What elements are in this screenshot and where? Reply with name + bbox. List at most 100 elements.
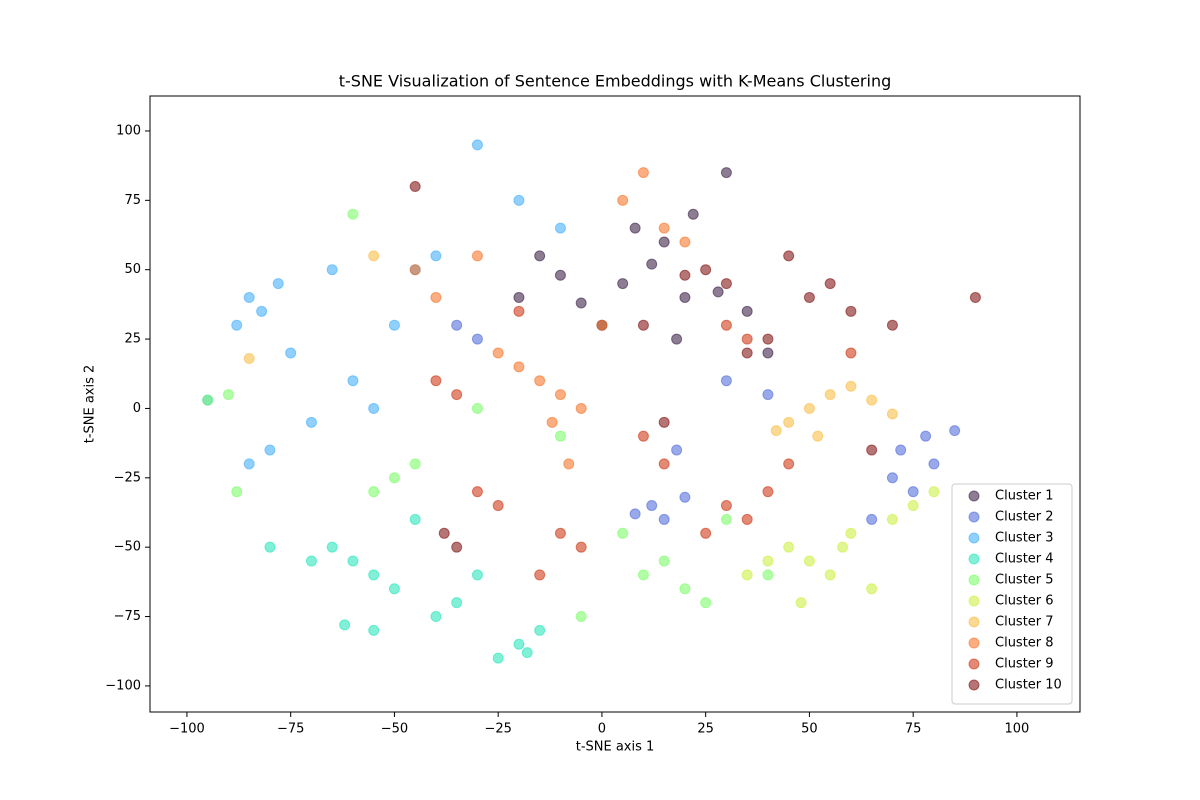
point <box>824 278 836 290</box>
point <box>845 527 857 539</box>
point <box>687 208 699 220</box>
legend-marker <box>968 616 980 628</box>
point <box>513 305 525 317</box>
point <box>741 513 753 525</box>
point <box>783 416 795 428</box>
point <box>679 291 691 303</box>
point <box>741 333 753 345</box>
point <box>637 569 649 581</box>
point <box>646 500 658 512</box>
point <box>866 583 878 595</box>
point <box>554 269 566 281</box>
point <box>658 236 670 248</box>
legend-marker <box>968 658 980 670</box>
point <box>617 194 629 206</box>
point <box>451 597 463 609</box>
point <box>272 278 284 290</box>
point <box>679 491 691 503</box>
point <box>637 319 649 331</box>
point <box>430 611 442 623</box>
point <box>534 250 546 262</box>
point <box>658 416 670 428</box>
point <box>720 375 732 387</box>
point <box>471 402 483 414</box>
point <box>886 319 898 331</box>
point <box>845 380 857 392</box>
point <box>803 555 815 567</box>
point <box>783 541 795 553</box>
point <box>617 527 629 539</box>
point <box>617 278 629 290</box>
legend-marker <box>968 511 980 523</box>
point <box>783 250 795 262</box>
point <box>305 416 317 428</box>
legend: Cluster 1 Cluster 2 Cluster 3 Cluster 4 Clus… <box>951 483 1073 705</box>
point <box>720 167 732 179</box>
point <box>264 444 276 456</box>
legend-label: Cluster 6 <box>995 594 1054 609</box>
x-tick-label: −50 <box>381 722 408 737</box>
point <box>949 425 961 437</box>
x-tick-label: −25 <box>484 722 511 737</box>
point <box>886 408 898 420</box>
point <box>471 333 483 345</box>
point <box>388 319 400 331</box>
point <box>720 513 732 525</box>
point <box>720 278 732 290</box>
x-tick-label: 25 <box>697 722 714 737</box>
point <box>575 297 587 309</box>
point <box>646 258 658 270</box>
point <box>563 458 575 470</box>
legend-marker <box>968 679 980 691</box>
legend-marker <box>968 574 980 586</box>
point <box>451 319 463 331</box>
point <box>554 527 566 539</box>
point <box>243 291 255 303</box>
point <box>285 347 297 359</box>
point <box>471 250 483 262</box>
point <box>928 458 940 470</box>
point <box>305 555 317 567</box>
point <box>920 430 932 442</box>
point <box>671 333 683 345</box>
legend-label: Cluster 2 <box>995 510 1054 525</box>
point <box>762 486 774 498</box>
point <box>222 389 234 401</box>
point <box>202 394 214 406</box>
y-tick-label: 100 <box>116 123 141 138</box>
point <box>388 583 400 595</box>
point <box>575 402 587 414</box>
point <box>895 444 907 456</box>
point <box>451 541 463 553</box>
legend-label: Cluster 1 <box>995 489 1054 504</box>
point <box>409 458 421 470</box>
point <box>845 305 857 317</box>
point <box>471 139 483 151</box>
point <box>451 389 463 401</box>
point <box>700 264 712 276</box>
point <box>762 333 774 345</box>
point <box>368 250 380 262</box>
legend-label: Cluster 9 <box>995 657 1054 672</box>
point <box>928 486 940 498</box>
legend-box <box>951 483 1073 705</box>
point <box>438 527 450 539</box>
point <box>762 347 774 359</box>
point <box>554 389 566 401</box>
point <box>546 416 558 428</box>
point <box>513 638 525 650</box>
point <box>812 430 824 442</box>
point <box>368 402 380 414</box>
point <box>671 444 683 456</box>
point <box>637 167 649 179</box>
point <box>803 291 815 303</box>
x-tick-label: −75 <box>277 722 304 737</box>
point <box>409 180 421 192</box>
point <box>513 194 525 206</box>
point <box>741 305 753 317</box>
point <box>658 458 670 470</box>
point <box>513 291 525 303</box>
point <box>845 347 857 359</box>
point <box>824 569 836 581</box>
legend-label: Cluster 3 <box>995 531 1054 546</box>
